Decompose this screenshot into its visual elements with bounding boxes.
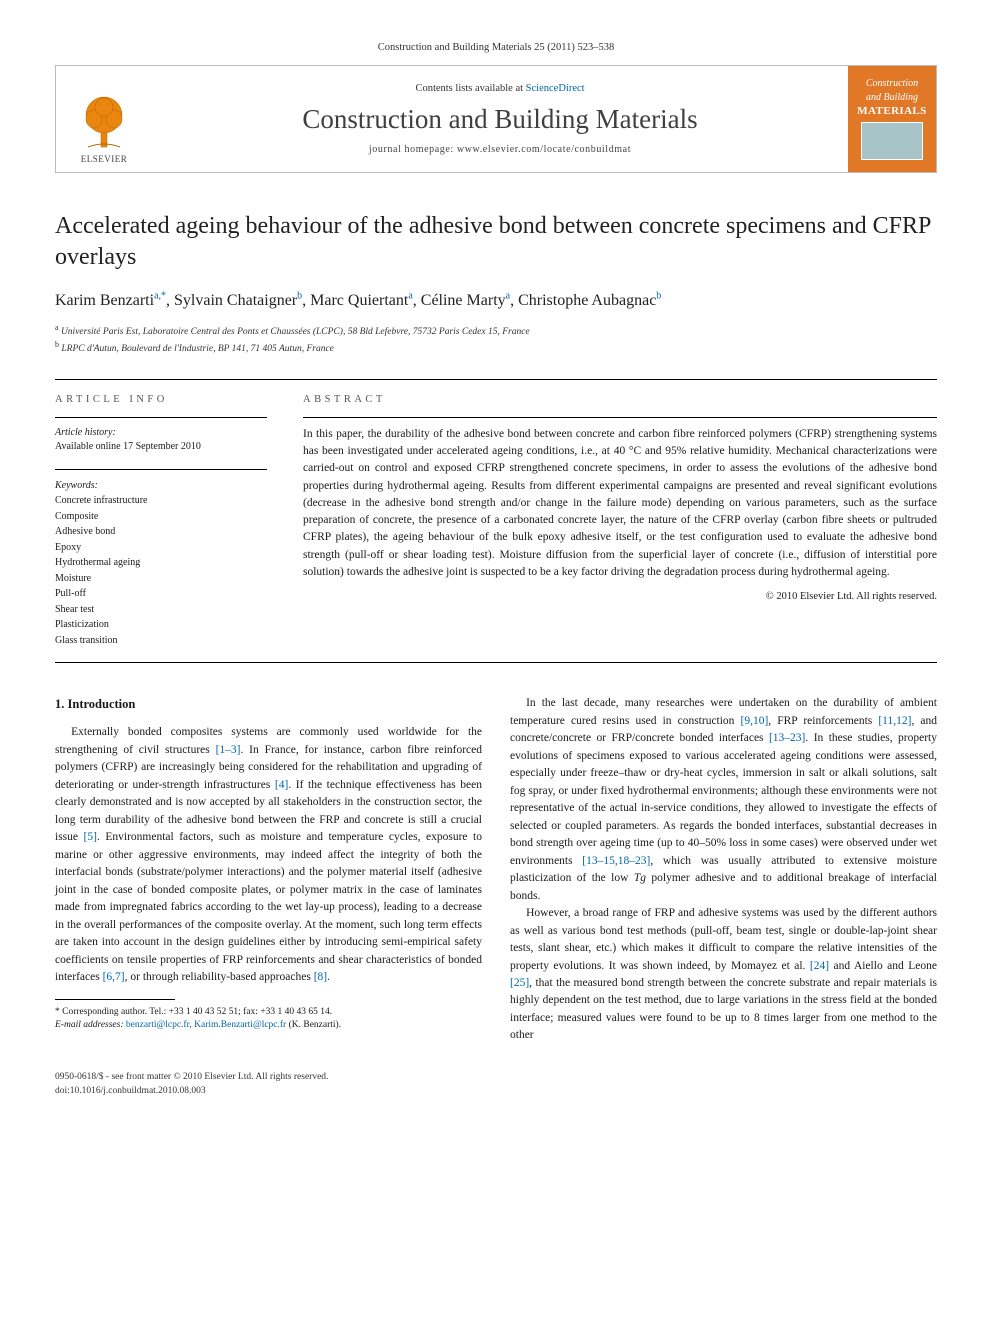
body-text: , or through reliability-based approache… <box>125 971 314 983</box>
email-who: (K. Benzarti). <box>289 1020 342 1030</box>
article-history-block: Article history: Available online 17 Sep… <box>55 426 267 455</box>
keyword-item: Adhesive bond <box>55 524 267 540</box>
keyword-item: Glass transition <box>55 633 267 649</box>
contents-prefix: Contents lists available at <box>415 83 525 94</box>
affiliation-a-text: Université Paris Est, Laboratoire Centra… <box>61 327 530 337</box>
abstract-column: ABSTRACT In this paper, the durability o… <box>285 380 937 663</box>
citation-link[interactable]: [6,7] <box>103 971 125 983</box>
keyword-item: Hydrothermal ageing <box>55 555 267 571</box>
elsevier-logo[interactable]: ELSEVIER <box>76 93 132 166</box>
keyword-item: Epoxy <box>55 540 267 556</box>
citation-link[interactable]: [13–23] <box>769 732 805 744</box>
doi-line: doi:10.1016/j.conbuildmat.2010.08.003 <box>55 1085 328 1099</box>
cover-thumbnail[interactable]: Construction and Building MATERIALS <box>848 66 936 172</box>
tg-variable: Tg <box>634 872 646 884</box>
body-paragraph: Externally bonded composites systems are… <box>55 724 482 986</box>
body-text: , FRP reinforcements <box>768 715 878 727</box>
article-title: Accelerated ageing behaviour of the adhe… <box>55 211 937 272</box>
citation-link[interactable]: [11,12] <box>878 715 911 727</box>
citation-link[interactable]: [8] <box>314 971 327 983</box>
history-label: Article history: <box>55 426 267 441</box>
publisher-logo-block: ELSEVIER <box>56 66 152 172</box>
body-two-column: 1. Introduction Externally bonded compos… <box>55 695 937 1044</box>
keyword-item: Composite <box>55 509 267 525</box>
affiliations: a Université Paris Est, Laboratoire Cent… <box>55 322 937 357</box>
cover-word-1: Construction <box>866 78 918 90</box>
citation-link[interactable]: [1–3] <box>216 744 241 756</box>
keywords-block: Keywords: Concrete infrastructure Compos… <box>55 478 267 649</box>
homepage-line: journal homepage: www.elsevier.com/locat… <box>369 143 631 158</box>
copyright-line: © 2010 Elsevier Ltd. All rights reserved… <box>303 589 937 604</box>
citation-link[interactable]: [5] <box>84 831 97 843</box>
body-text: , that the measured bond strength betwee… <box>510 977 937 1041</box>
rule-icon <box>55 469 267 470</box>
cover-image-icon <box>861 122 923 160</box>
keyword-item: Shear test <box>55 602 267 618</box>
header-banner: ELSEVIER Contents lists available at Sci… <box>55 65 937 173</box>
sciencedirect-link[interactable]: ScienceDirect <box>526 83 585 94</box>
corr-emails: E-mail addresses: benzarti@lcpc.fr, Kari… <box>55 1019 482 1032</box>
separator-icon <box>55 999 175 1000</box>
citation-link[interactable]: [25] <box>510 977 529 989</box>
affiliation-a: a Université Paris Est, Laboratoire Cent… <box>55 322 937 339</box>
front-matter-line: 0950-0618/$ - see front matter © 2010 El… <box>55 1071 328 1085</box>
affiliation-b: b LRPC d'Autun, Boulevard de l'Industrie… <box>55 339 937 356</box>
elsevier-tree-icon <box>76 93 132 151</box>
keyword-item: Pull-off <box>55 586 267 602</box>
keywords-label: Keywords: <box>55 478 267 494</box>
body-paragraph: In the last decade, many researches were… <box>510 695 937 905</box>
contents-line: Contents lists available at ScienceDirec… <box>415 81 584 96</box>
affiliation-b-text: LRPC d'Autun, Boulevard de l'Industrie, … <box>61 344 334 354</box>
page-root: Construction and Building Materials 25 (… <box>0 0 992 1128</box>
email-label: E-mail addresses: <box>55 1020 124 1030</box>
journal-name: Construction and Building Materials <box>302 100 697 139</box>
body-text: and Aiello and Leone <box>829 960 937 972</box>
rule-icon <box>303 417 937 418</box>
corr-line: * Corresponding author. Tel.: +33 1 40 4… <box>55 1006 482 1019</box>
body-paragraph: However, a broad range of FRP and adhesi… <box>510 905 937 1045</box>
cover-word-2: and Building <box>866 92 918 104</box>
rule-icon <box>55 417 267 418</box>
body-text: . Environmental factors, such as moistur… <box>55 831 482 983</box>
body-text: . In these studies, property evolutions … <box>510 732 937 866</box>
journal-reference: Construction and Building Materials 25 (… <box>55 40 937 55</box>
corresponding-author-block: * Corresponding author. Tel.: +33 1 40 4… <box>55 999 482 1033</box>
header-center: Contents lists available at ScienceDirec… <box>152 66 848 172</box>
citation-link[interactable]: [13–15,18–23] <box>582 855 650 867</box>
homepage-url[interactable]: www.elsevier.com/locate/conbuildmat <box>457 144 631 155</box>
history-value: Available online 17 September 2010 <box>55 440 267 455</box>
authors-line: Karim Benzartia,*, Sylvain Chataignerb, … <box>55 289 937 312</box>
section-heading-intro: 1. Introduction <box>55 695 482 714</box>
keyword-item: Moisture <box>55 571 267 587</box>
page-footer: 0950-0618/$ - see front matter © 2010 El… <box>55 1065 937 1099</box>
footer-left: 0950-0618/$ - see front matter © 2010 El… <box>55 1071 328 1099</box>
homepage-prefix: journal homepage: <box>369 144 457 155</box>
info-abstract-row: ARTICLE INFO Article history: Available … <box>55 379 937 664</box>
keyword-item: Concrete infrastructure <box>55 493 267 509</box>
article-info-column: ARTICLE INFO Article history: Available … <box>55 380 285 663</box>
citation-link[interactable]: [24] <box>810 960 829 972</box>
citation-link[interactable]: [4] <box>275 779 288 791</box>
body-text: . <box>327 971 330 983</box>
publisher-name: ELSEVIER <box>76 153 132 166</box>
citation-link[interactable]: [9,10] <box>741 715 769 727</box>
article-info-heading: ARTICLE INFO <box>55 392 267 407</box>
keyword-item: Plasticization <box>55 617 267 633</box>
abstract-text: In this paper, the durability of the adh… <box>303 426 937 581</box>
email-link[interactable]: benzarti@lcpc.fr, Karim.Benzarti@lcpc.fr <box>126 1020 286 1030</box>
abstract-heading: ABSTRACT <box>303 392 937 407</box>
cover-word-3: MATERIALS <box>857 105 926 118</box>
